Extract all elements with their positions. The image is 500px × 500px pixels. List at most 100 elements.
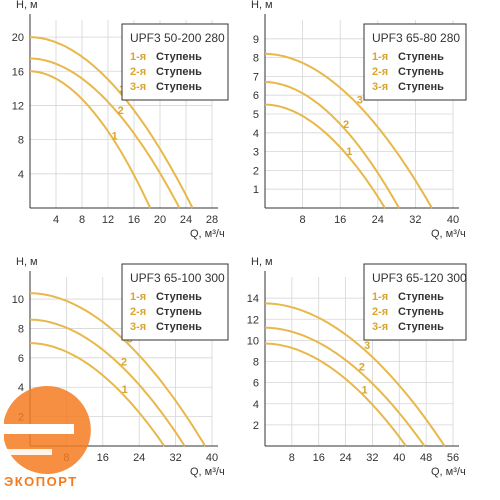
y-tick-label: 2 xyxy=(253,420,259,432)
legend-text: Ступень xyxy=(156,321,202,333)
series-line-2 xyxy=(30,57,181,209)
y-tick-label: 10 xyxy=(247,335,259,347)
legend-text: Ступень xyxy=(398,51,444,63)
legend-num: 1-я xyxy=(130,291,146,303)
chart-title: UPF3 65-100 300 xyxy=(130,271,225,285)
y-tick-label: 9 xyxy=(253,34,259,46)
series-line-1 xyxy=(264,342,407,447)
legend: UPF3 50-200 280 1-я Ступень 2-я Ступень 3-я Ст… xyxy=(121,23,229,101)
legend-num: 3-я xyxy=(130,81,146,93)
legend-text: Ступень xyxy=(156,306,202,318)
x-tick-label: 16 xyxy=(97,452,109,464)
x-tick-label: 24 xyxy=(372,214,384,226)
y-tick-label: 3 xyxy=(253,147,259,159)
legend-text: Ступень xyxy=(398,291,444,303)
y-tick-label: 14 xyxy=(247,293,259,305)
series-label-1: 1 xyxy=(112,131,118,143)
series-line-3 xyxy=(30,292,207,447)
legend-box xyxy=(121,23,229,101)
series-line-3 xyxy=(264,52,433,209)
series-line-2 xyxy=(29,318,186,447)
legend-text: Ступень xyxy=(398,66,444,78)
series-label-2: 2 xyxy=(343,119,349,131)
x-tick-label: 48 xyxy=(420,452,432,464)
legend-num: 2-я xyxy=(130,66,146,78)
x-tick-label: 4 xyxy=(53,214,59,226)
legend-num: 2-я xyxy=(372,66,388,78)
legend-num: 2-я xyxy=(130,306,146,318)
x-tick-label: 8 xyxy=(79,214,85,226)
logo-text: ЭКОПОРТ xyxy=(4,474,78,489)
x-tick-label: 16 xyxy=(128,214,140,226)
x-tick-label: 24 xyxy=(133,452,145,464)
series-label-1: 1 xyxy=(361,384,367,396)
legend-num: 2-я xyxy=(372,306,388,318)
x-tick-label: 40 xyxy=(393,452,405,464)
series-line-2 xyxy=(265,326,426,447)
x-tick-label: 32 xyxy=(366,452,378,464)
x-tick-label: 8 xyxy=(300,214,306,226)
legend-text: Ступень xyxy=(398,321,444,333)
y-tick-label: 6 xyxy=(253,90,259,102)
legend-text: Ступень xyxy=(156,81,202,93)
x-tick-label: 32 xyxy=(409,214,421,226)
x-tick-label: 16 xyxy=(313,452,325,464)
grid xyxy=(265,20,454,208)
y-tick-label: 10 xyxy=(12,294,24,306)
legend-num: 3-я xyxy=(372,81,388,93)
logo-mark-cut xyxy=(4,424,74,434)
x-axis-label: Q, м³/ч xyxy=(431,466,466,478)
y-axis-label: H, м xyxy=(251,256,273,268)
series-line-3 xyxy=(29,36,194,209)
legend-num: 3-я xyxy=(130,321,146,333)
x-tick-label: 8 xyxy=(289,452,295,464)
x-tick-label: 24 xyxy=(180,214,192,226)
series-line-1 xyxy=(265,103,386,209)
legend-text: Ступень xyxy=(156,51,202,63)
series-line-3 xyxy=(264,302,446,447)
y-tick-label: 5 xyxy=(253,109,259,121)
x-tick-label: 24 xyxy=(339,452,351,464)
y-tick-label: 4 xyxy=(18,169,24,181)
series-label-2: 2 xyxy=(118,105,124,117)
x-tick-label: 16 xyxy=(334,214,346,226)
legend-box xyxy=(363,23,467,101)
ekoport-logo: ЭКОПОРТ xyxy=(4,386,91,489)
x-tick-label: 12 xyxy=(102,214,114,226)
x-axis-label: Q, м³/ч xyxy=(190,466,225,478)
y-tick-label: 20 xyxy=(12,32,24,44)
series-label-2: 2 xyxy=(359,361,365,373)
legend-box xyxy=(121,263,229,341)
logo-mark-cut-2 xyxy=(4,449,52,455)
series-line-2 xyxy=(264,81,400,209)
series-label-1: 1 xyxy=(346,146,352,158)
y-axis-label: H, м xyxy=(16,256,38,268)
x-tick-label: 40 xyxy=(447,214,459,226)
series-label-2: 2 xyxy=(121,357,127,369)
y-tick-label: 1 xyxy=(253,184,259,196)
legend-num: 1-я xyxy=(372,291,388,303)
x-tick-label: 28 xyxy=(206,214,218,226)
chart-title: UPF3 50-200 280 xyxy=(130,31,225,45)
legend-text: Ступень xyxy=(156,291,202,303)
x-tick-label: 20 xyxy=(154,214,166,226)
legend-num: 1-я xyxy=(130,51,146,63)
y-axis-label: H, м xyxy=(251,0,273,11)
legend-text: Ступень xyxy=(156,66,202,78)
chart-title: UPF3 65-120 300 xyxy=(372,271,467,285)
legend-box xyxy=(363,263,467,341)
y-tick-label: 7 xyxy=(253,71,259,83)
y-tick-label: 12 xyxy=(12,100,24,112)
y-tick-label: 4 xyxy=(253,399,259,411)
y-tick-label: 16 xyxy=(12,66,24,78)
x-tick-label: 40 xyxy=(206,452,218,464)
y-tick-label: 6 xyxy=(253,378,259,390)
series-line-1 xyxy=(29,342,166,447)
x-axis-label: Q, м³/ч xyxy=(190,228,225,240)
